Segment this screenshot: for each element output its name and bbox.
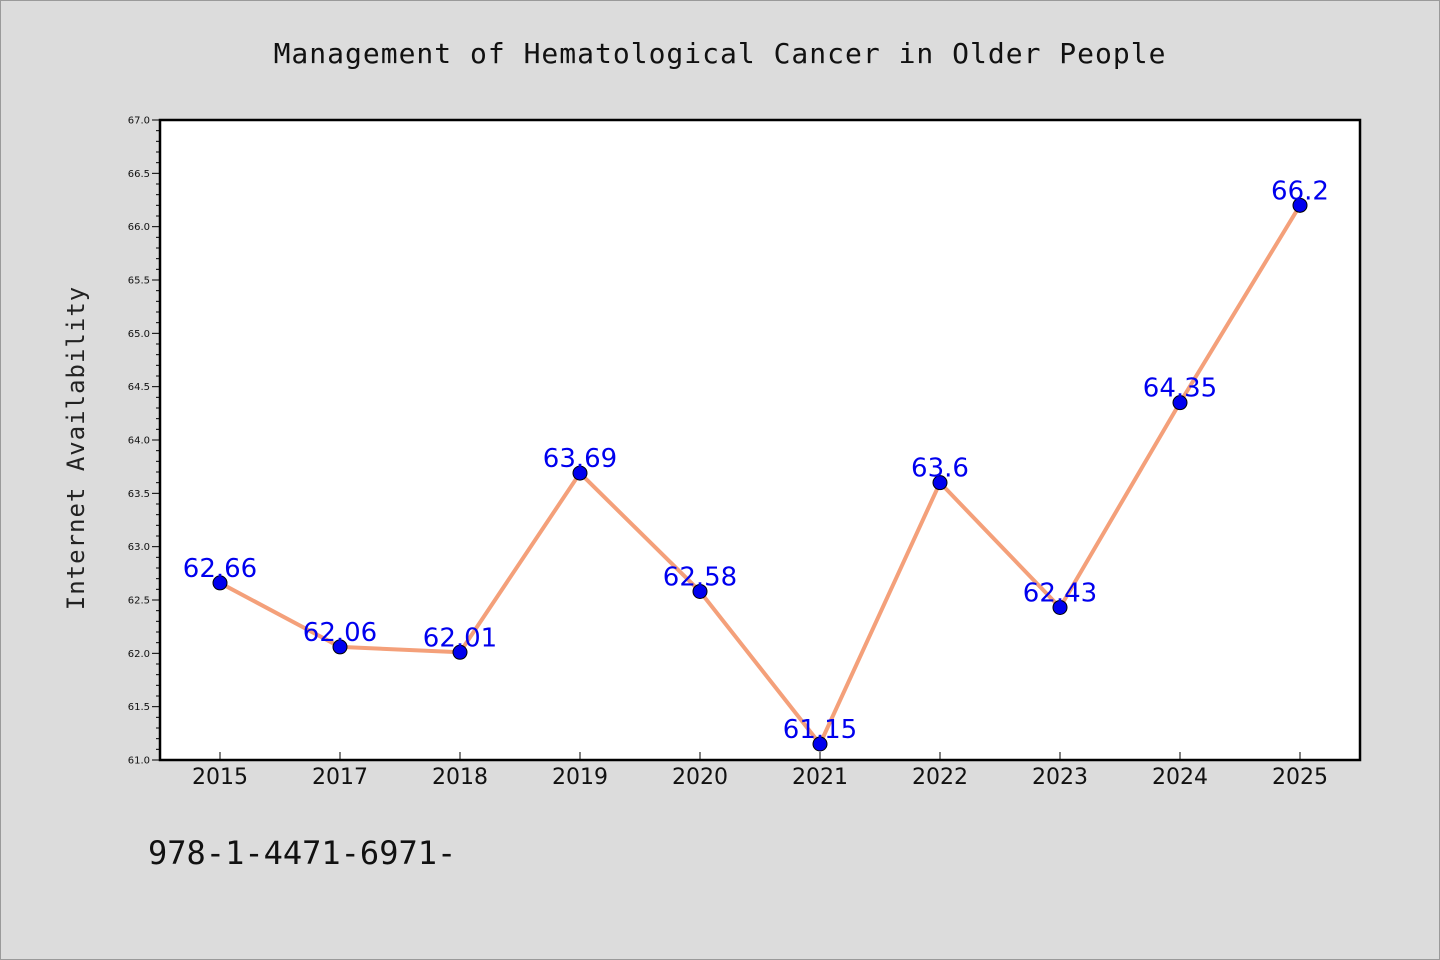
y-tick-label: 63.5 [128,489,150,500]
data-point [1172,395,1188,411]
x-tick-label: 2018 [432,765,488,790]
chart-title: Management of Hematological Cancer in Ol… [274,37,1167,70]
data-label: 64.35 [1143,374,1217,404]
data-labels: 62.66 62.06 62.01 63.69 62.58 61.15 63.6 62.43 6… [183,176,1329,745]
data-label: 66.2 [1271,176,1329,206]
series-line [218,203,1302,746]
data-point [332,639,348,655]
x-tick-label: 2015 [192,765,248,790]
y-tick-label: 66.0 [128,222,150,233]
data-label: 62.01 [423,623,497,653]
x-axis: 2015 2017 2018 2019 2020 2021 2022 2023 2024 2025 [192,752,1328,790]
y-tick-label: 65.5 [128,276,150,287]
plot-area [160,120,1360,760]
y-tick-label: 62.0 [128,649,150,660]
y-tick-label: 61.0 [128,756,150,767]
y-axis: 61.0 61.5 62.0 62.5 63.0 63.5 64.0 64.5 65.0 65.5… [128,116,160,767]
data-point [692,583,708,599]
series-line-group [212,197,1308,752]
footer-text: 978-1-4471-6971- [148,834,456,872]
data-label: 62.66 [183,554,257,584]
x-tick-label: 2025 [1272,765,1328,790]
data-point [1292,197,1308,213]
data-label: 61.15 [783,715,857,745]
y-tick-label: 64.5 [128,382,150,393]
y-tick-label: 66.5 [128,169,150,180]
y-tick-label: 67.0 [128,116,150,127]
y-tick-label: 62.5 [128,596,150,607]
x-tick-label: 2017 [312,765,368,790]
data-point [572,465,588,481]
data-label: 62.06 [303,618,377,648]
plot-border [158,118,1362,762]
data-label: 62.58 [663,562,737,592]
x-tick-label: 2022 [912,765,968,790]
y-tick-label: 63.0 [128,542,150,553]
data-point [452,644,468,660]
data-label: 63.69 [543,444,617,474]
y-axis-label: Internet Availability [62,286,90,610]
y-tick-label: 61.5 [128,702,150,713]
x-tick-label: 2023 [1032,765,1088,790]
data-label: 62.43 [1023,578,1097,608]
y-tick-label: 65.0 [128,329,150,340]
data-point [812,736,828,752]
data-point [212,575,228,591]
y-tick-label: 64.0 [128,436,150,447]
x-tick-label: 2019 [552,765,608,790]
x-tick-label: 2021 [792,765,848,790]
x-tick-label: 2020 [672,765,728,790]
data-label: 63.6 [911,454,969,484]
data-point [932,475,948,491]
x-tick-label: 2024 [1152,765,1208,790]
data-point [1052,599,1068,615]
